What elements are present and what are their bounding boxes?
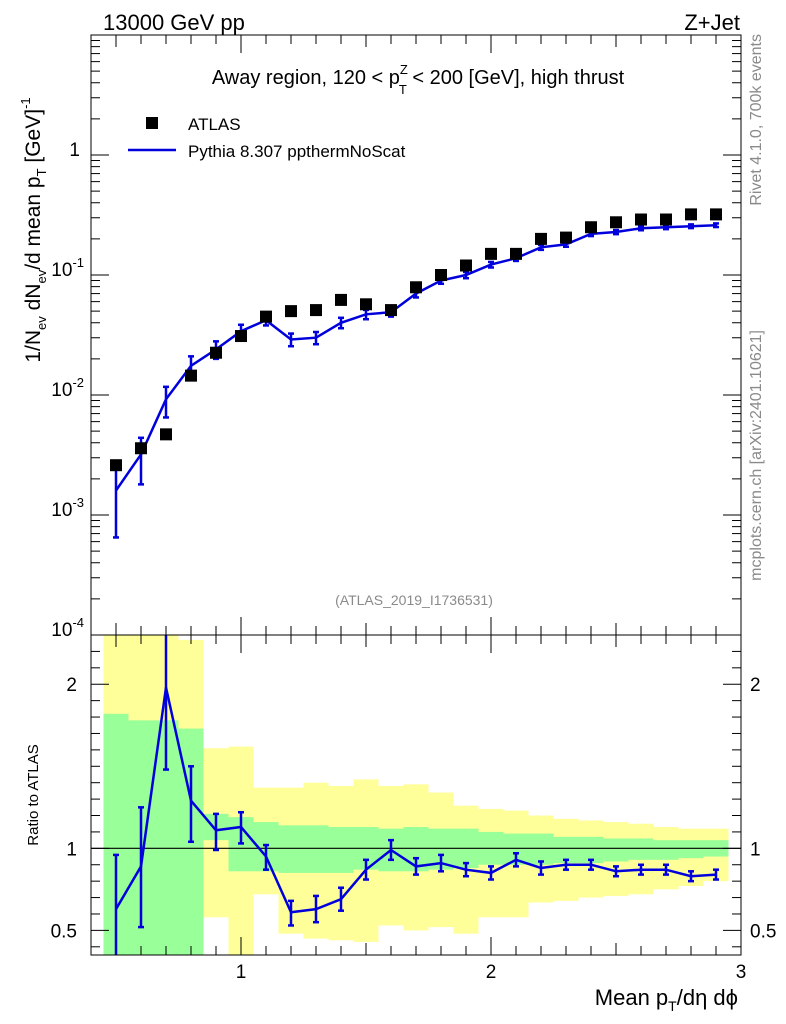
ratio-ytick-label: 0.5 — [51, 921, 77, 942]
data-point — [135, 442, 147, 455]
mc-series — [113, 222, 719, 539]
ratio-series — [113, 635, 719, 955]
ratio-xtick-label: 1 — [236, 962, 247, 983]
main-ylabel: 1/Nev dNev/d mean pT [GeV]-1 — [18, 97, 49, 362]
data-point — [235, 330, 247, 343]
legend-data-label: ATLAS — [188, 115, 241, 134]
ytick-label-1e-4: 10-4 — [51, 615, 84, 641]
band-stat — [603, 838, 629, 862]
ratio-ytick-label: 2 — [66, 675, 77, 696]
rivet-label: Rivet 4.1.0, 700k events — [748, 34, 765, 206]
ratio-xtick-label: 2 — [486, 962, 497, 983]
ratio-ytick-label-right: 2 — [750, 675, 761, 696]
data-point — [285, 305, 297, 318]
band-stat — [528, 833, 554, 865]
header-right: Z+Jet — [684, 10, 740, 35]
main-ytick-labels: 10-4 10-3 10-2 10-1 1 — [51, 140, 84, 641]
ytick-label-1e-1: 10-1 — [51, 255, 84, 281]
data-point — [410, 281, 422, 294]
band-stat — [278, 825, 304, 873]
data-point — [310, 304, 322, 317]
band-stat — [628, 838, 654, 860]
data-point — [535, 232, 547, 245]
header-left: 13000 GeV pp — [103, 10, 245, 35]
data-point — [710, 208, 722, 221]
data-point — [660, 213, 672, 226]
ratio-xlabel: Mean pT/dη dϕ — [595, 985, 738, 1014]
data-point — [560, 231, 572, 244]
ratio-ytick-label: 1 — [66, 839, 77, 860]
ratio-ytick-label-right: 1 — [750, 839, 761, 860]
mcplots-label: mcplots.cern.ch [arXiv:2401.10621] — [748, 330, 765, 581]
data-point — [160, 428, 172, 441]
main-title: Away region, 120 < pZ T < 200 [GeV], high… — [212, 62, 625, 97]
ratio-frame — [90, 634, 742, 956]
data-point — [260, 310, 272, 323]
data-series — [110, 208, 722, 472]
main-panel: Away region, 120 < pZ T < 200 [GeV], high… — [18, 34, 742, 641]
data-point — [635, 213, 647, 226]
ratio-tick-labels: 0.5 0.5 1 1 2 2 1 2 3 — [51, 675, 777, 983]
legend-mc-label: Pythia 8.307 ppthermNoScat — [188, 142, 406, 161]
analysis-watermark: (ATLAS_2019_I1736531) — [335, 592, 493, 608]
data-point — [385, 304, 397, 317]
band-stat — [653, 840, 679, 860]
ratio-ytick-label-right: 0.5 — [750, 921, 776, 942]
ratio-xtick-label: 3 — [736, 962, 747, 983]
data-point — [510, 247, 522, 260]
data-point — [610, 216, 622, 229]
legend-data-marker — [146, 117, 158, 129]
data-point — [435, 269, 447, 281]
data-point — [335, 293, 347, 306]
band-stat — [303, 825, 329, 873]
ratio-ylabel: Ratio to ATLAS — [25, 744, 42, 845]
data-point — [210, 346, 222, 359]
ytick-label-1: 1 — [69, 140, 80, 161]
band-stat — [328, 827, 354, 873]
ratio-axis-ticks — [90, 635, 742, 955]
data-point — [585, 221, 597, 234]
data-point — [685, 208, 697, 221]
ytick-label-1e-2: 10-2 — [51, 375, 84, 401]
ytick-label-1e-3: 10-3 — [51, 495, 84, 521]
data-point — [460, 259, 472, 272]
mc-line — [114, 223, 717, 492]
data-point — [185, 369, 197, 382]
data-point — [485, 247, 497, 260]
data-point — [360, 298, 372, 311]
band-stat — [678, 840, 704, 859]
data-point — [110, 459, 122, 472]
ratio-panel: 0.5 0.5 1 1 2 2 1 2 3 Ratio to ATLAS Mean pT/dη … — [25, 634, 777, 1014]
